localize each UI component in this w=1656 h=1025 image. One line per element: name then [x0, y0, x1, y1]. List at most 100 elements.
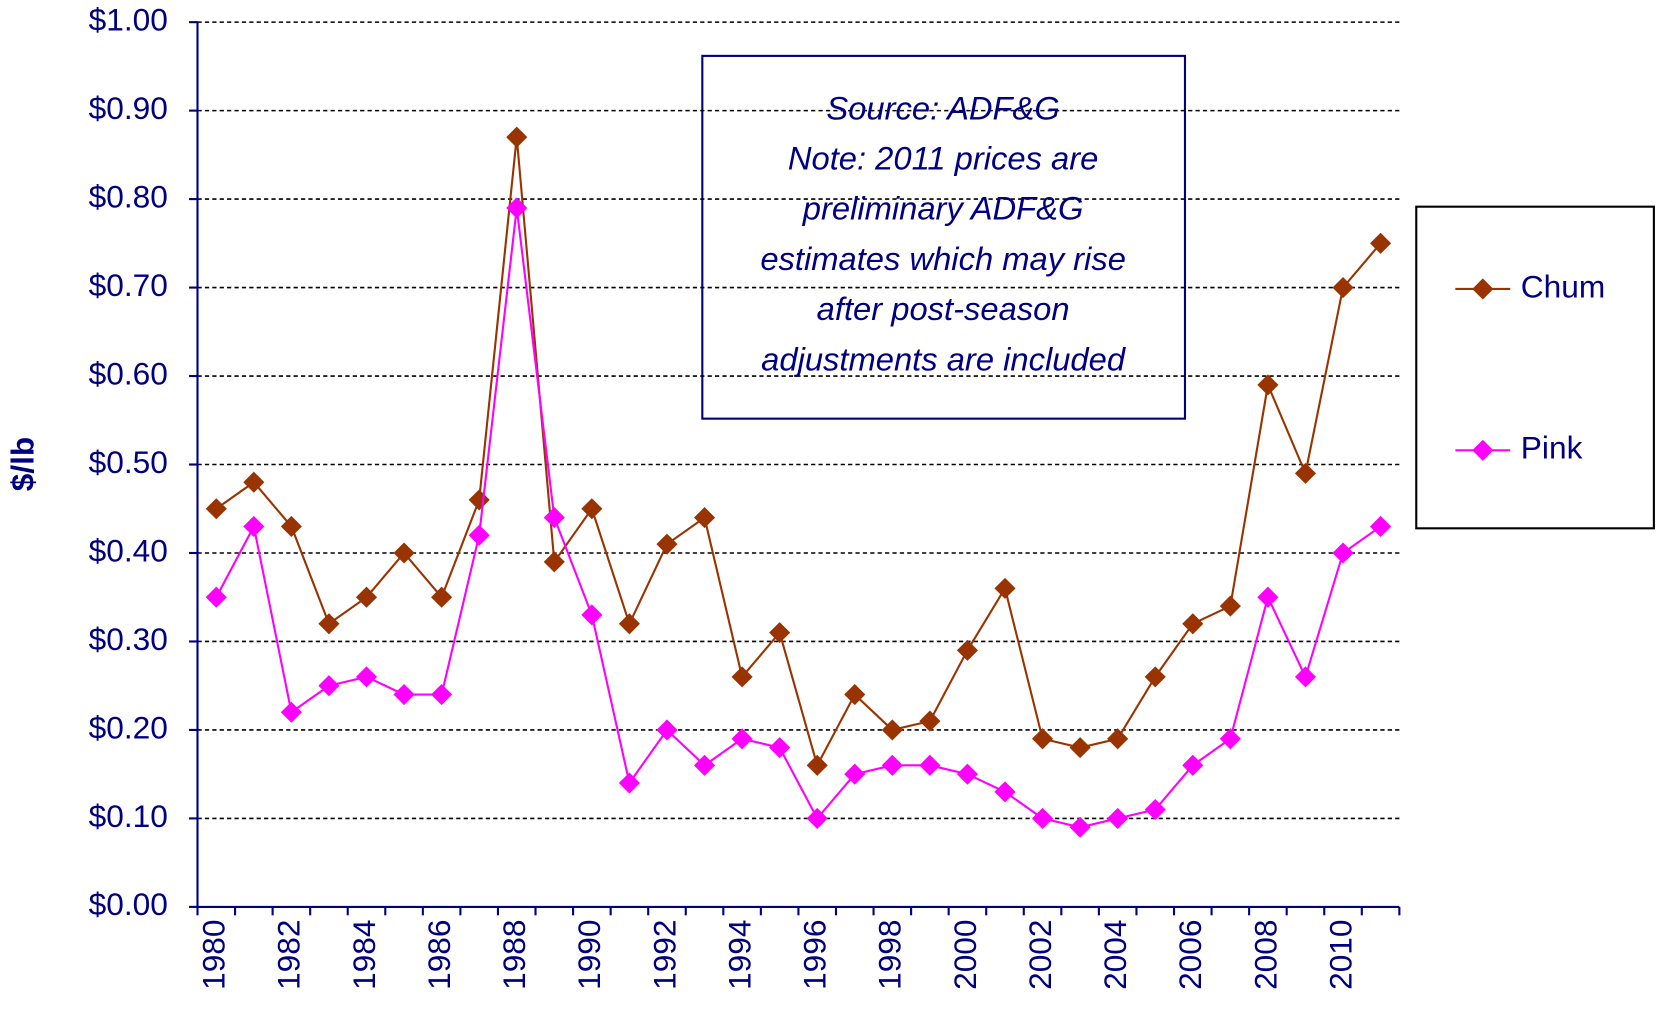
x-tick-label: 2010 — [1322, 920, 1358, 990]
point — [1107, 807, 1129, 829]
point — [318, 613, 340, 635]
annotation-line: Source: ADF&G — [826, 89, 1059, 126]
legend-marker — [1472, 278, 1494, 300]
point — [1069, 737, 1091, 759]
point — [1294, 462, 1317, 484]
point — [656, 533, 678, 555]
legend-label: Pink — [1521, 430, 1583, 466]
y-tick-label: $0.20 — [89, 709, 168, 745]
y-tick-label: $0.10 — [89, 798, 168, 834]
y-tick-label: $0.00 — [89, 886, 168, 922]
point — [355, 666, 378, 688]
point — [280, 701, 302, 723]
x-tick-label: 1988 — [496, 920, 532, 990]
annotation-line: estimates which may rise — [760, 240, 1126, 277]
point — [1257, 586, 1279, 608]
point — [318, 675, 340, 697]
x-tick-label: 1986 — [421, 920, 457, 990]
point — [431, 684, 453, 706]
point — [543, 507, 565, 529]
point — [994, 577, 1016, 599]
point — [1144, 666, 1166, 688]
point — [956, 763, 979, 785]
point — [243, 471, 265, 493]
y-tick-label: $0.70 — [89, 267, 168, 303]
point — [618, 772, 640, 794]
y-tick-label: $0.50 — [89, 444, 168, 480]
point — [1257, 374, 1279, 396]
series-line — [215, 137, 1382, 769]
point — [1144, 799, 1166, 821]
y-tick-label: $0.40 — [89, 532, 168, 568]
x-tick-label: 2000 — [947, 920, 983, 990]
point — [994, 781, 1016, 803]
point — [1219, 595, 1241, 617]
point — [1182, 613, 1204, 635]
y-axis-label: $/lb — [5, 437, 41, 491]
point — [956, 639, 979, 661]
annotation-box — [701, 54, 1187, 420]
point — [731, 728, 753, 750]
point — [205, 586, 227, 608]
point — [618, 613, 640, 635]
point — [919, 754, 941, 776]
point — [205, 498, 227, 520]
point — [1219, 728, 1241, 750]
y-tick-label: $0.80 — [89, 178, 168, 214]
point — [1107, 728, 1129, 750]
point — [431, 586, 453, 608]
x-tick-label: 1992 — [646, 920, 682, 990]
x-tick-label: 1980 — [196, 920, 232, 990]
point — [731, 666, 753, 688]
point — [1370, 515, 1392, 537]
x-tick-label: 2008 — [1247, 920, 1283, 990]
point — [355, 586, 378, 608]
point — [656, 719, 678, 741]
x-tick-label: 1998 — [872, 920, 908, 990]
y-tick-label: $0.30 — [89, 621, 168, 657]
point — [280, 515, 302, 537]
annotation-line: preliminary ADF&G — [802, 190, 1084, 227]
point — [506, 197, 528, 219]
point — [1332, 277, 1354, 299]
point — [1182, 754, 1204, 776]
x-tick-label: 1984 — [346, 920, 382, 990]
annotation-line: after post-season — [817, 290, 1070, 327]
point — [1069, 816, 1091, 838]
legend-marker — [1472, 439, 1494, 461]
point — [881, 754, 903, 776]
point — [506, 126, 528, 148]
y-tick-label: $0.90 — [89, 90, 168, 126]
annotation-line: Note: 2011 prices are — [788, 140, 1098, 177]
point — [581, 604, 603, 626]
annotation-line: adjustments are included — [761, 340, 1127, 377]
x-tick-label: 2006 — [1172, 920, 1208, 990]
x-tick-label: 1982 — [271, 920, 307, 990]
point — [1294, 666, 1317, 688]
point — [468, 489, 490, 511]
legend-label: Chum — [1521, 268, 1605, 304]
point — [1031, 807, 1054, 829]
point — [243, 515, 265, 537]
point — [1031, 728, 1054, 750]
point — [1332, 542, 1354, 564]
y-tick-label: $0.60 — [89, 355, 168, 391]
point — [393, 684, 415, 706]
point — [393, 542, 415, 564]
point — [693, 507, 716, 529]
x-tick-label: 1996 — [797, 920, 833, 990]
point — [468, 524, 490, 546]
point — [769, 737, 791, 759]
point — [581, 498, 603, 520]
x-tick-label: 1994 — [721, 920, 757, 990]
point — [693, 754, 716, 776]
point — [919, 710, 941, 732]
y-tick-label: $1.00 — [89, 2, 168, 38]
point — [1370, 232, 1392, 254]
legend — [1415, 205, 1655, 530]
x-tick-label: 2004 — [1097, 920, 1133, 990]
x-tick-label: 2002 — [1022, 920, 1058, 990]
x-tick-label: 1990 — [571, 920, 607, 990]
